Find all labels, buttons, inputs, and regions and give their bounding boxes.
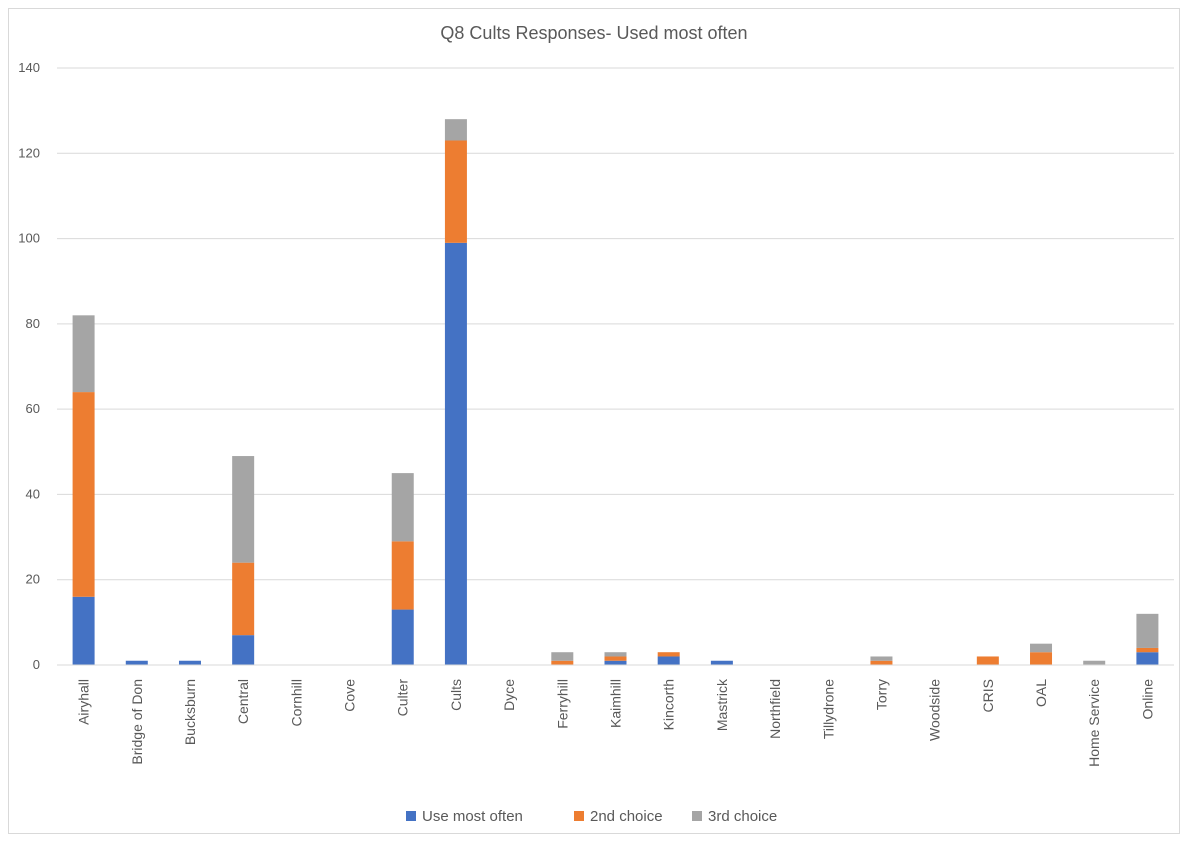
x-tick-label: Dyce bbox=[501, 679, 517, 711]
x-tick-label: Cults bbox=[448, 679, 464, 711]
bar-segment-ferryhill-series-3 bbox=[551, 652, 573, 661]
x-tick-label: Kaimhill bbox=[608, 679, 624, 728]
bar-segment-torry-series-3 bbox=[870, 656, 892, 660]
x-tick-label: Kincorth bbox=[661, 679, 677, 730]
chart-title: Q8 Cults Responses- Used most often bbox=[440, 23, 747, 43]
x-tick-label: Mastrick bbox=[714, 678, 730, 731]
x-tick-label: Tillydrone bbox=[820, 679, 836, 739]
bar-segment-airyhall-series-2 bbox=[73, 392, 95, 597]
bar-segment-ferryhill-series-2 bbox=[551, 661, 573, 665]
bar-segment-culter-series-2 bbox=[392, 541, 414, 609]
bar-segment-airyhall-series-3 bbox=[73, 315, 95, 392]
bar-segment-kaimhill-series-3 bbox=[605, 652, 627, 656]
x-tick-label: Culter bbox=[395, 679, 411, 717]
x-tick-label: Central bbox=[235, 679, 251, 724]
legend-label: 2nd choice bbox=[590, 808, 663, 825]
bar-segment-bucksburn-series-1 bbox=[179, 661, 201, 665]
bar-segment-bridge-of-don-series-1 bbox=[126, 661, 148, 665]
bar-segment-home-service-series-3 bbox=[1083, 661, 1105, 665]
bar-segment-online-series-2 bbox=[1136, 648, 1158, 652]
gridlines bbox=[57, 68, 1174, 665]
bar-segment-online-series-3 bbox=[1136, 614, 1158, 648]
x-tick-label: CRIS bbox=[980, 679, 996, 712]
legend-label: 3rd choice bbox=[708, 808, 777, 825]
x-tick-label: Woodside bbox=[927, 679, 943, 741]
bar-segment-culter-series-3 bbox=[392, 473, 414, 541]
bar-segment-oal-series-2 bbox=[1030, 652, 1052, 665]
y-tick-label: 120 bbox=[18, 145, 40, 160]
bar-segment-culter-series-1 bbox=[392, 610, 414, 665]
bar-segment-online-series-1 bbox=[1136, 652, 1158, 665]
bar-segment-cris-series-2 bbox=[977, 656, 999, 665]
y-tick-label: 80 bbox=[26, 316, 40, 331]
bar-segment-airyhall-series-1 bbox=[73, 597, 95, 665]
bar-segment-cults-series-1 bbox=[445, 243, 467, 665]
x-tick-label: Online bbox=[1139, 679, 1155, 720]
legend: Use most often 2nd choice 3rd choice bbox=[406, 808, 777, 825]
bar-segment-cults-series-3 bbox=[445, 119, 467, 140]
x-tick-label: Cornhill bbox=[288, 679, 304, 726]
x-tick-label: Bucksburn bbox=[182, 679, 198, 745]
bar-segment-kaimhill-series-2 bbox=[605, 656, 627, 660]
bar-segment-central-series-2 bbox=[232, 563, 254, 635]
y-tick-label: 20 bbox=[26, 572, 40, 587]
bar-segment-torry-series-2 bbox=[870, 661, 892, 665]
y-tick-label: 140 bbox=[18, 60, 40, 75]
x-tick-label: Bridge of Don bbox=[129, 679, 145, 765]
x-axis: Airyhall Bridge of Don Bucksburn Central Cor… bbox=[57, 665, 1174, 767]
bar-segment-kincorth-series-2 bbox=[658, 652, 680, 656]
x-tick-label: Northfield bbox=[767, 679, 783, 739]
x-tick-label: Cove bbox=[342, 679, 358, 712]
bar-segment-kincorth-series-1 bbox=[658, 656, 680, 665]
x-tick-label: Airyhall bbox=[76, 679, 92, 725]
x-tick-label: Home Service bbox=[1086, 679, 1102, 767]
legend-swatch bbox=[406, 811, 416, 821]
x-tick-label: OAL bbox=[1033, 679, 1049, 707]
y-axis: 0 20 40 60 80 100 120 140 bbox=[18, 60, 40, 672]
legend-swatch bbox=[574, 811, 584, 821]
bar-segment-mastrick-series-1 bbox=[711, 661, 733, 665]
bar-segment-central-series-1 bbox=[232, 635, 254, 665]
x-tick-label: Torry bbox=[873, 679, 889, 710]
bar-segment-kaimhill-series-1 bbox=[605, 661, 627, 665]
y-tick-label: 40 bbox=[26, 486, 40, 501]
y-tick-label: 100 bbox=[18, 231, 40, 246]
bar-segment-oal-series-3 bbox=[1030, 644, 1052, 653]
legend-swatch bbox=[692, 811, 702, 821]
y-tick-label: 60 bbox=[26, 401, 40, 416]
bar-segment-cults-series-2 bbox=[445, 140, 467, 242]
legend-label: Use most often bbox=[422, 808, 523, 825]
bar-segment-central-series-3 bbox=[232, 456, 254, 563]
x-tick-label: Ferryhill bbox=[554, 679, 570, 729]
bars bbox=[73, 119, 1159, 665]
y-tick-label: 0 bbox=[33, 657, 40, 672]
